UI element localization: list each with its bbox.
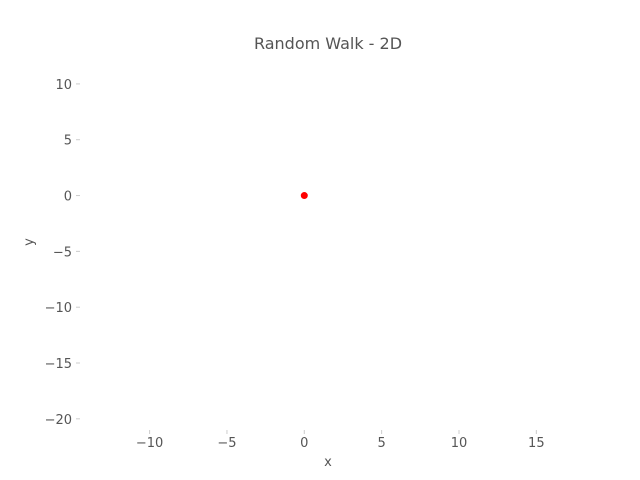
y-axis-label: y <box>22 238 37 246</box>
chart-title: Random Walk - 2D <box>254 34 402 53</box>
x-axis-label: x <box>324 455 332 470</box>
y-tick-label: 10 <box>55 78 72 93</box>
data-points <box>300 192 308 200</box>
y-tick-label: −20 <box>45 413 72 428</box>
x-tick-label: −5 <box>217 436 236 451</box>
x-tick-label: −10 <box>136 436 163 451</box>
y-tick-label: 5 <box>64 134 72 149</box>
x-axis-ticks: −10 −5 0 5 10 15 <box>136 430 545 451</box>
y-tick-label: −15 <box>45 357 72 372</box>
x-tick-label: 5 <box>378 436 386 451</box>
y-axis-ticks: 10 5 0 −5 −10 −15 −20 <box>45 78 80 428</box>
y-tick-label: −5 <box>53 245 72 260</box>
x-tick-label: 15 <box>528 436 545 451</box>
y-tick-label: 0 <box>64 190 72 205</box>
x-tick-label: 0 <box>300 436 308 451</box>
walker-point <box>300 192 308 200</box>
y-tick-label: −10 <box>45 301 72 316</box>
x-tick-label: 10 <box>451 436 468 451</box>
